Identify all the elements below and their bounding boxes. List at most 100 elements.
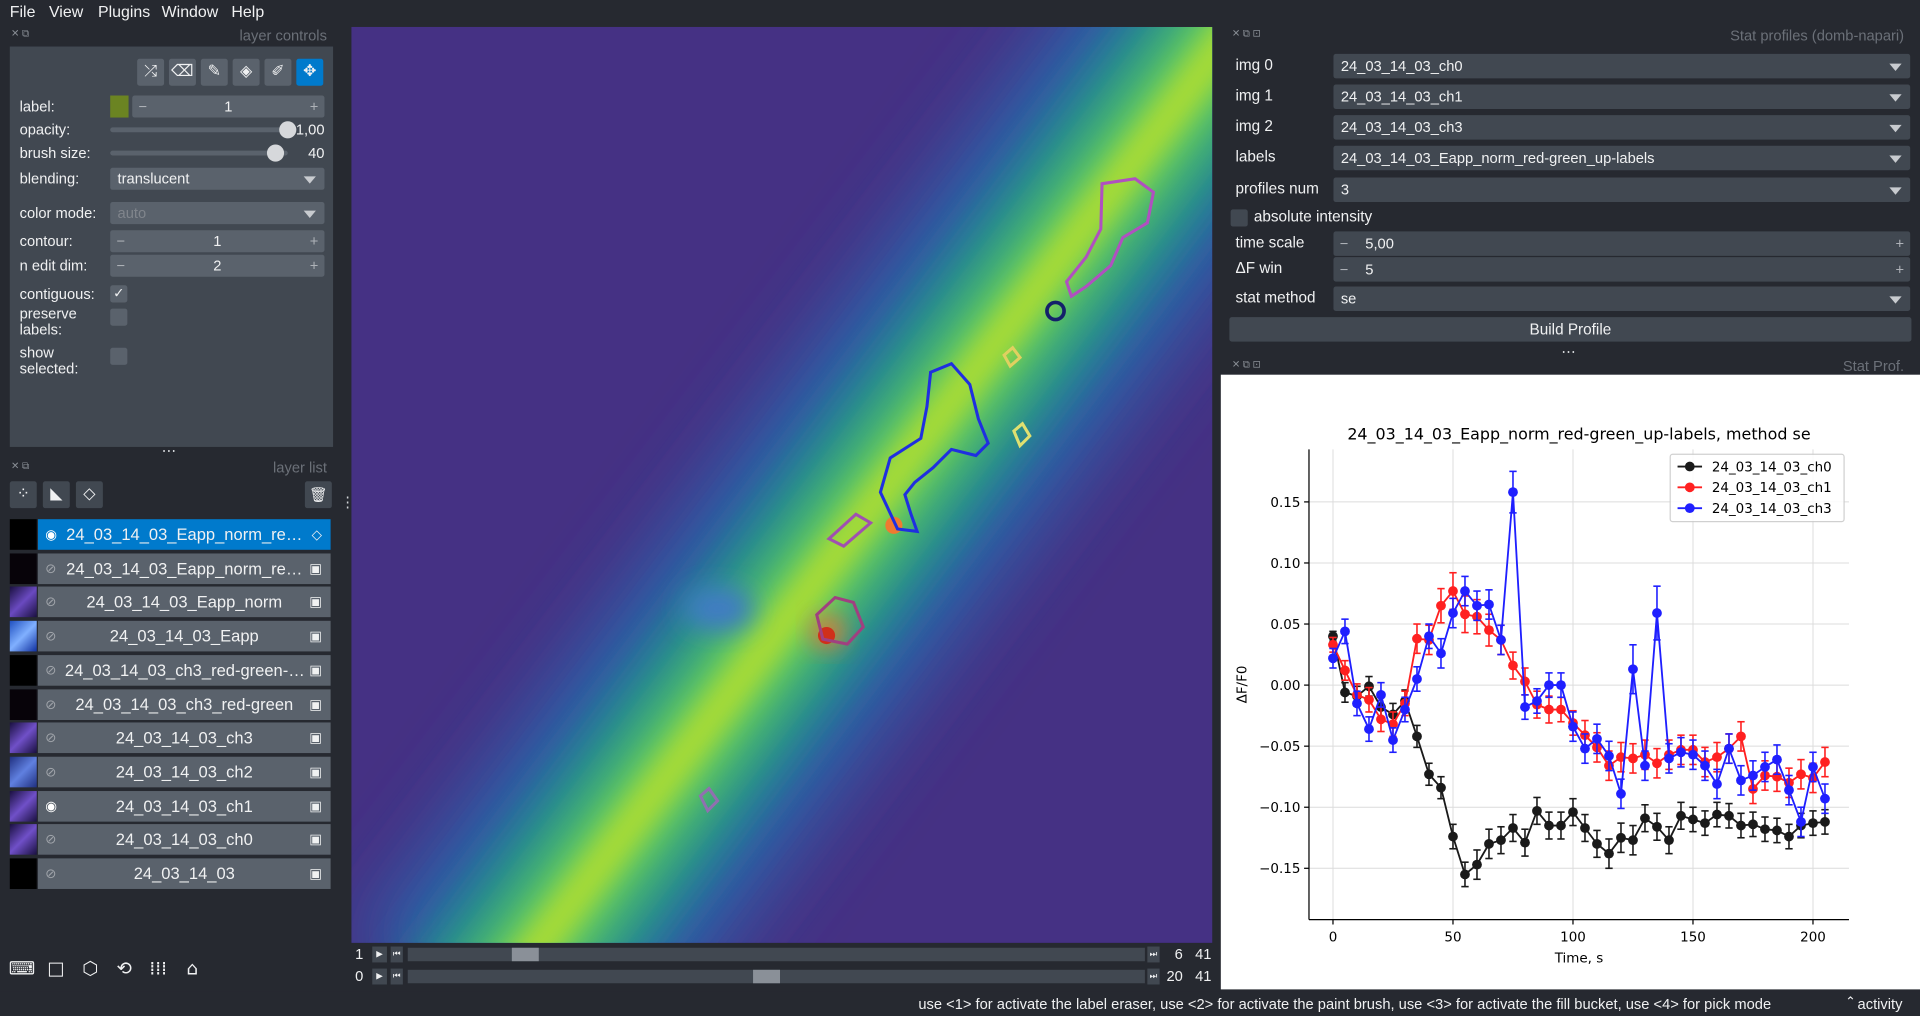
layer-item[interactable]: ⊘ 24_03_14_03_ch3 ▣ xyxy=(37,722,331,754)
spin-box[interactable]: − +5 xyxy=(1333,257,1911,282)
layer-item[interactable]: ◉ 24_03_14_03_ch1 ▣ xyxy=(37,790,331,822)
data-point xyxy=(1412,731,1422,742)
step-button[interactable]: ⏮ xyxy=(390,946,403,963)
x-tick-label: 50 xyxy=(1444,931,1461,946)
control-label: contiguous: xyxy=(19,285,95,303)
tool-button[interactable]: ⌫ xyxy=(168,58,196,86)
combo-box[interactable]: 24_03_14_03_ch0 xyxy=(1333,53,1911,79)
viewer-button[interactable]: ⌨ xyxy=(8,957,36,980)
menu-item[interactable]: View xyxy=(48,2,84,21)
layer-item[interactable]: ⊘ 24_03_14_03_ch3_red-green ▣ xyxy=(37,688,331,720)
data-point xyxy=(1424,631,1434,642)
combo-arrow xyxy=(303,210,316,218)
checkbox[interactable] xyxy=(110,308,128,326)
combo-box[interactable]: auto xyxy=(110,202,325,225)
combo-box[interactable]: se xyxy=(1333,286,1911,312)
layer-button[interactable]: ◣ xyxy=(42,481,70,509)
data-point xyxy=(1712,752,1722,763)
data-point xyxy=(1388,735,1398,745)
combo-box[interactable]: 24_03_14_03_Eapp_norm_red-green_up-label… xyxy=(1333,145,1911,171)
menu-item[interactable]: Plugins xyxy=(97,2,151,21)
dim-slider-handle[interactable] xyxy=(511,947,539,962)
data-point xyxy=(1448,586,1458,596)
data-point xyxy=(1400,704,1410,715)
tool-button[interactable]: ⤮ xyxy=(137,58,165,86)
tool-button[interactable]: ✎ xyxy=(200,58,228,86)
tool-button[interactable]: ◈ xyxy=(232,58,260,86)
layer-button[interactable]: ⁘ xyxy=(9,481,37,509)
splitter-handle: ⋯ xyxy=(1561,342,1576,360)
legend-label: 24_03_14_03_ch1 xyxy=(1712,481,1832,496)
combo-box[interactable]: translucent xyxy=(110,167,325,190)
checkbox[interactable] xyxy=(110,347,128,365)
play-button[interactable]: ▶ xyxy=(372,946,387,963)
checkbox[interactable] xyxy=(1230,209,1248,227)
spin-box[interactable]: − +1 xyxy=(132,95,325,118)
visibility-toggle[interactable]: ⊘ xyxy=(45,594,57,611)
combo-box[interactable]: 3 xyxy=(1333,177,1911,203)
activity-button[interactable]: activity xyxy=(1857,995,1903,1013)
combo-box[interactable]: 24_03_14_03_ch1 xyxy=(1333,84,1911,109)
spin-box[interactable]: − +1 xyxy=(110,230,325,253)
visibility-toggle[interactable]: ⊘ xyxy=(45,560,57,577)
visibility-toggle[interactable]: ⊘ xyxy=(45,696,57,713)
activity-icon: ⌃ xyxy=(1845,995,1856,1009)
x-tick-label: 100 xyxy=(1560,931,1586,946)
viewer-button[interactable]: ⟲ xyxy=(116,957,132,980)
layer-item[interactable]: ◉ 24_03_14_03_Eapp_norm_re… ◇ xyxy=(37,519,331,550)
tool-button[interactable]: ✐ xyxy=(264,58,292,86)
layer-item[interactable]: ⊘ 24_03_14_03_Eapp_norm ▣ xyxy=(37,587,331,618)
viewer-button[interactable]: ⬡ xyxy=(82,957,99,980)
dim-max: 41 xyxy=(1195,967,1212,985)
layer-button[interactable]: ◇ xyxy=(75,481,103,509)
visibility-toggle[interactable]: ◉ xyxy=(45,797,58,814)
data-point xyxy=(1556,820,1566,831)
visibility-toggle[interactable]: ⊘ xyxy=(45,831,57,848)
label-color-swatch xyxy=(110,95,129,118)
layer-item[interactable]: ⊘ 24_03_14_03_ch2 ▣ xyxy=(37,756,331,788)
play-button[interactable]: ▶ xyxy=(372,968,387,985)
dim-slider-handle[interactable] xyxy=(753,969,780,984)
layer-type-icon: ▣ xyxy=(309,797,323,814)
menu-item[interactable]: File xyxy=(9,2,36,21)
layer-item[interactable]: ⊘ 24_03_14_03_Eapp ▣ xyxy=(37,620,331,652)
delete-layer-button[interactable]: 🗑 xyxy=(304,481,332,509)
visibility-toggle[interactable]: ⊘ xyxy=(45,662,57,679)
step-button[interactable]: ⏮ xyxy=(390,968,403,985)
combo-value: 3 xyxy=(1340,181,1350,199)
data-point xyxy=(1736,775,1746,786)
step-button[interactable]: ⏭ xyxy=(1147,946,1160,963)
menu-item[interactable]: Window xyxy=(161,2,219,21)
slider-handle[interactable] xyxy=(266,144,284,162)
spin-box[interactable]: − +5,00 xyxy=(1333,231,1911,256)
data-point xyxy=(1760,824,1770,835)
combo-box[interactable]: 24_03_14_03_ch3 xyxy=(1333,115,1911,140)
viewer-button[interactable]: ⁞⁞⁞ xyxy=(149,957,167,980)
build-profile-button[interactable]: Build Profile xyxy=(1229,317,1912,342)
visibility-toggle[interactable]: ⊘ xyxy=(45,763,57,780)
visibility-toggle[interactable]: ⊘ xyxy=(45,730,57,746)
label-outline xyxy=(878,361,990,534)
slider-track xyxy=(110,150,288,156)
layer-item[interactable]: ⊘ 24_03_14_03_ch3_red-green-… ▣ xyxy=(37,654,331,686)
visibility-toggle[interactable]: ⊘ xyxy=(45,865,57,882)
data-point xyxy=(1688,814,1698,825)
step-button[interactable]: ⏭ xyxy=(1147,968,1160,985)
viewer-button[interactable]: ⌂ xyxy=(186,957,199,980)
viewer-button[interactable]: □ xyxy=(47,957,65,980)
dim-axis-label: 0 xyxy=(355,967,364,985)
layer-item[interactable]: ⊘ 24_03_14_03_Eapp_norm_re… ▣ xyxy=(37,553,331,584)
layer-item[interactable]: ⊘ 24_03_14_03_ch0 ▣ xyxy=(37,824,331,856)
layer-type-icon: ▣ xyxy=(309,696,323,713)
dock-icons: ✕ ⧉ ⊡ xyxy=(1231,28,1261,40)
checkbox[interactable]: ✓ xyxy=(110,285,128,303)
slider-handle[interactable] xyxy=(279,121,297,139)
layer-item[interactable]: ⊘ 24_03_14_03 ▣ xyxy=(37,858,331,889)
spin-box[interactable]: − +2 xyxy=(110,254,325,277)
tool-button[interactable]: ✥ xyxy=(296,58,324,86)
y-tick-label: 0.05 xyxy=(1270,618,1300,633)
menu-item[interactable]: Help xyxy=(231,2,265,21)
data-point xyxy=(1388,719,1398,730)
visibility-toggle[interactable]: ◉ xyxy=(45,526,58,543)
visibility-toggle[interactable]: ⊘ xyxy=(45,628,57,645)
